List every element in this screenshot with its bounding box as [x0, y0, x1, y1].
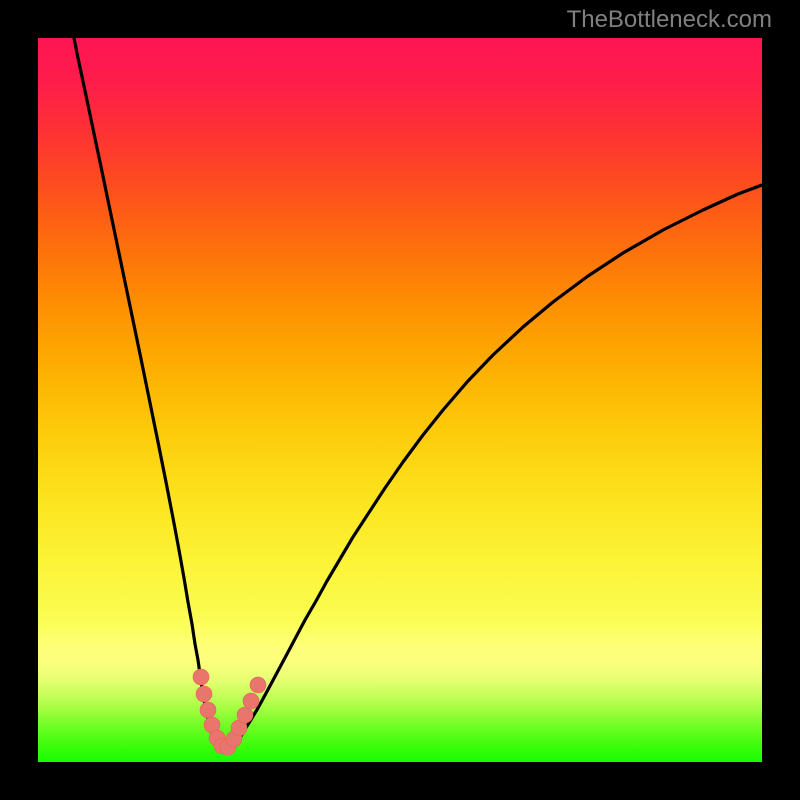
marker-dot [196, 686, 212, 702]
plot-svg [38, 38, 762, 762]
marker-dot [200, 702, 216, 718]
marker-dot [193, 669, 209, 685]
marker-dot [250, 677, 266, 693]
plot-area [38, 38, 762, 762]
watermark-text: TheBottleneck.com [567, 6, 772, 34]
marker-dot [243, 693, 259, 709]
gradient-background [38, 38, 762, 762]
marker-dot [237, 707, 253, 723]
